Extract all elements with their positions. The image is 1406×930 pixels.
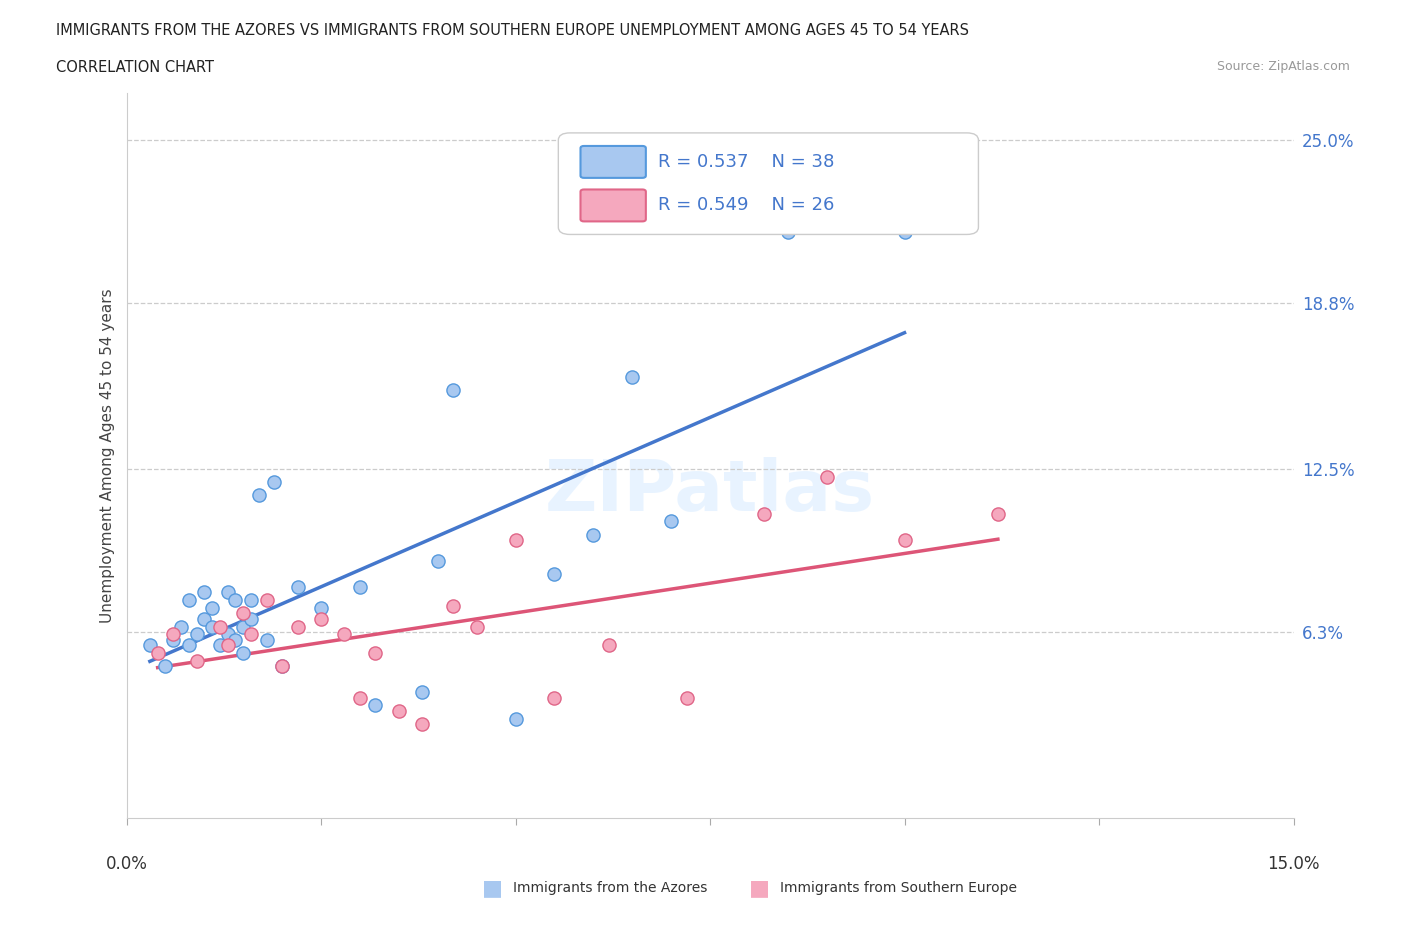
Point xyxy=(426,553,449,568)
Point xyxy=(224,632,246,647)
Point xyxy=(815,470,838,485)
Text: ■: ■ xyxy=(749,878,769,898)
Point xyxy=(247,487,270,502)
Point xyxy=(162,632,184,647)
Point xyxy=(543,566,565,581)
Text: ZIPatlas: ZIPatlas xyxy=(546,458,875,526)
Text: CORRELATION CHART: CORRELATION CHART xyxy=(56,60,214,75)
Text: Source: ZipAtlas.com: Source: ZipAtlas.com xyxy=(1216,60,1350,73)
Point xyxy=(224,592,246,607)
Point xyxy=(893,225,915,240)
Text: Immigrants from the Azores: Immigrants from the Azores xyxy=(513,881,707,896)
Point xyxy=(543,690,565,705)
Point xyxy=(582,527,605,542)
Point xyxy=(309,601,332,616)
Point xyxy=(162,627,184,642)
Point xyxy=(309,611,332,626)
Point xyxy=(217,627,239,642)
Point xyxy=(177,637,200,652)
Point xyxy=(349,579,371,594)
Point xyxy=(263,474,285,489)
FancyBboxPatch shape xyxy=(581,146,645,178)
Point xyxy=(411,716,433,731)
Point xyxy=(201,601,224,616)
Point xyxy=(754,506,776,521)
Point xyxy=(232,645,254,660)
Text: R = 0.549    N = 26: R = 0.549 N = 26 xyxy=(658,196,834,215)
Point xyxy=(271,658,294,673)
Text: IMMIGRANTS FROM THE AZORES VS IMMIGRANTS FROM SOUTHERN EUROPE UNEMPLOYMENT AMONG: IMMIGRANTS FROM THE AZORES VS IMMIGRANTS… xyxy=(56,23,969,38)
Y-axis label: Unemployment Among Ages 45 to 54 years: Unemployment Among Ages 45 to 54 years xyxy=(100,288,115,623)
Point xyxy=(388,703,411,718)
Point xyxy=(232,606,254,621)
Point xyxy=(287,579,309,594)
Point xyxy=(465,619,488,634)
Point xyxy=(364,698,387,712)
Point xyxy=(170,619,193,634)
Point xyxy=(201,619,224,634)
Point xyxy=(441,598,464,613)
Point xyxy=(240,592,263,607)
FancyBboxPatch shape xyxy=(581,190,645,221)
Text: 15.0%: 15.0% xyxy=(1267,856,1320,873)
Point xyxy=(505,711,527,726)
Point xyxy=(217,637,239,652)
Point xyxy=(146,645,169,660)
FancyBboxPatch shape xyxy=(558,133,979,234)
Text: ■: ■ xyxy=(482,878,502,898)
Point xyxy=(287,619,309,634)
Point xyxy=(186,627,208,642)
Point xyxy=(621,369,644,384)
Point xyxy=(177,592,200,607)
Point xyxy=(193,611,215,626)
Point xyxy=(240,627,263,642)
Point xyxy=(271,658,294,673)
Point xyxy=(987,506,1010,521)
Point xyxy=(232,619,254,634)
Point xyxy=(598,637,620,652)
Point xyxy=(411,684,433,699)
Text: R = 0.537    N = 38: R = 0.537 N = 38 xyxy=(658,153,834,171)
Point xyxy=(256,592,278,607)
Point xyxy=(349,690,371,705)
Point xyxy=(186,653,208,668)
Point xyxy=(139,637,162,652)
Point xyxy=(364,645,387,660)
Text: 0.0%: 0.0% xyxy=(105,856,148,873)
Point xyxy=(193,585,215,600)
Point xyxy=(208,619,231,634)
Point xyxy=(893,532,915,547)
Point xyxy=(208,637,231,652)
Point xyxy=(333,627,356,642)
Point xyxy=(256,632,278,647)
Point xyxy=(441,382,464,397)
Point xyxy=(217,585,239,600)
Point xyxy=(240,611,263,626)
Point xyxy=(659,514,682,529)
Point xyxy=(675,690,697,705)
Point xyxy=(776,225,799,240)
Text: Immigrants from Southern Europe: Immigrants from Southern Europe xyxy=(780,881,1018,896)
Point xyxy=(505,532,527,547)
Point xyxy=(155,658,177,673)
